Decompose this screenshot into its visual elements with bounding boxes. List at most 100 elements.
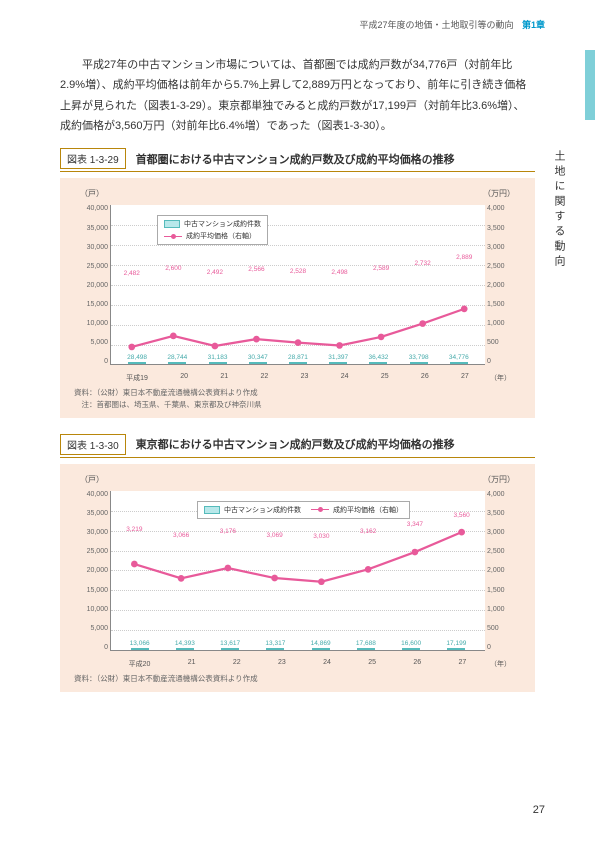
title-underline [60,171,535,172]
chart-area: 40,00035,00030,00025,00020,00015,00010,0… [74,201,521,383]
line-value-label: 2,589 [373,265,389,272]
chart-panel: （戸）（万円） 40,00035,00030,00025,00020,00015,… [60,178,535,418]
bar-value-label: 14,869 [311,640,331,647]
bar-value-label: 36,432 [368,354,388,361]
bar-value-label: 31,183 [208,354,228,361]
legend-bar-label: 中古マンション成約件数 [184,219,261,229]
chart-number: 図表 1-3-30 [60,434,126,455]
legend-line-label: 成約平均価格（右軸） [333,505,403,515]
legend-bar-swatch [204,506,220,514]
bar-wrap: 13,317 [257,640,293,650]
x-unit: （年） [490,659,511,669]
bar-value-label: 13,066 [130,640,150,647]
bar [410,362,428,364]
axis-unit-row: （戸）（万円） [74,474,521,485]
line-value-label: 3,347 [407,521,423,528]
bar-value-label: 28,498 [127,354,147,361]
chapter-label: 第1章 [522,20,545,30]
bar [312,648,330,650]
bar [450,362,468,364]
bar [128,362,146,364]
bar [369,362,387,364]
legend-line-swatch [311,509,329,510]
bar-wrap: 16,600 [393,640,429,650]
bar-value-label: 33,798 [409,354,429,361]
line-value-label: 2,732 [415,260,431,267]
side-tab [585,50,595,120]
line-value-label: 3,030 [313,533,329,540]
line-value-label: 3,219 [126,526,142,533]
body-paragraph: 平成27年の中古マンション市場については、首都圏では成約戸数が34,776戸（対… [60,55,535,136]
y-left-ticks: 40,00035,00030,00025,00020,00015,00010,0… [74,491,108,651]
bar [402,648,420,650]
line-value-label: 2,528 [290,268,306,275]
bar-wrap: 36,432 [360,354,396,364]
bar [168,362,186,364]
y-right-ticks: 4,0003,5003,0002,5002,0001,5001,0005000 [487,491,521,651]
bar [447,648,465,650]
bar [289,362,307,364]
bar-wrap: 17,688 [348,640,384,650]
chart-source: 資料：（公財）東日本不動産流通機構公表資料より作成 注：首都圏は、埼玉県、千葉県… [74,387,521,410]
bar-wrap: 30,347 [240,354,276,364]
chart-title: 東京都における中古マンション成約戸数及び成約平均価格の推移 [136,436,455,452]
x-ticks: 平成192021222324252627 [110,373,485,383]
bar-value-label: 13,617 [220,640,240,647]
bar-wrap: 33,798 [401,354,437,364]
page-number: 27 [533,804,545,816]
line-value-label: 2,889 [456,254,472,261]
page-header: 平成27年度の地価・土地取引等の動向 第1章 [0,0,595,31]
bar-wrap: 13,066 [122,640,158,650]
plot-area: 13,066 14,393 13,617 13,317 14,869 17,688 16,6… [110,491,485,651]
bar [176,648,194,650]
bar-value-label: 17,688 [356,640,376,647]
legend-bar-swatch [164,220,180,228]
bar-value-label: 14,393 [175,640,195,647]
y-left-ticks: 40,00035,00030,00025,00020,00015,00010,0… [74,205,108,365]
header-text: 平成27年度の地価・土地取引等の動向 [359,20,513,30]
bar-value-label: 16,600 [401,640,421,647]
legend-line-label: 成約平均価格（右軸） [186,231,256,241]
line-value-label: 3,069 [266,532,282,539]
bar [209,362,227,364]
bar-value-label: 13,317 [265,640,285,647]
chart-panel: （戸）（万円） 40,00035,00030,00025,00020,00015,… [60,464,535,692]
chart-title: 首都圏における中古マンション成約戸数及び成約平均価格の推移 [136,151,455,167]
legend: 中古マンション成約件数 成約平均価格（右軸） [197,501,410,519]
y-right-ticks: 4,0003,5003,0002,5002,0001,5001,0005000 [487,205,521,365]
bar-wrap: 28,871 [280,354,316,364]
bar-wrap: 14,393 [167,640,203,650]
bar-value-label: 31,397 [328,354,348,361]
bar-wrap: 14,869 [303,640,339,650]
chart-area: 40,00035,00030,00025,00020,00015,00010,0… [74,487,521,669]
bar-wrap: 28,498 [119,354,155,364]
bar-wrap: 17,199 [438,640,474,650]
line-value-label: 2,566 [248,266,264,273]
bar-value-label: 30,347 [248,354,268,361]
axis-unit-row: （戸）（万円） [74,188,521,199]
chart-number: 図表 1-3-29 [60,148,126,169]
bar-value-label: 34,776 [449,354,469,361]
bar-wrap: 34,776 [441,354,477,364]
chart-title-row: 図表 1-3-29 首都圏における中古マンション成約戸数及び成約平均価格の推移 [60,148,535,169]
chart-title-row: 図表 1-3-30 東京都における中古マンション成約戸数及び成約平均価格の推移 [60,434,535,455]
bar-value-label: 28,744 [167,354,187,361]
line-value-label: 2,482 [124,270,140,277]
legend-line-swatch [164,236,182,237]
bar [221,648,239,650]
bar [131,648,149,650]
bar [249,362,267,364]
line-value-label: 2,600 [165,265,181,272]
content: 平成27年の中古マンション市場については、首都圏では成約戸数が34,776戸（対… [0,31,595,692]
chart-source: 資料：（公財）東日本不動産流通機構公表資料より作成 [74,673,521,684]
line-value-label: 3,176 [220,528,236,535]
line-value-label: 3,162 [360,528,376,535]
x-unit: （年） [490,373,511,383]
legend: 中古マンション成約件数成約平均価格（右軸） [157,215,268,245]
line-value-label: 3,560 [453,512,469,519]
bar-wrap: 28,744 [159,354,195,364]
plot-area: 28,498 28,744 31,183 30,347 28,871 31,397 36,4… [110,205,485,365]
legend-bar-label: 中古マンション成約件数 [224,505,301,515]
bar [357,648,375,650]
bar [266,648,284,650]
